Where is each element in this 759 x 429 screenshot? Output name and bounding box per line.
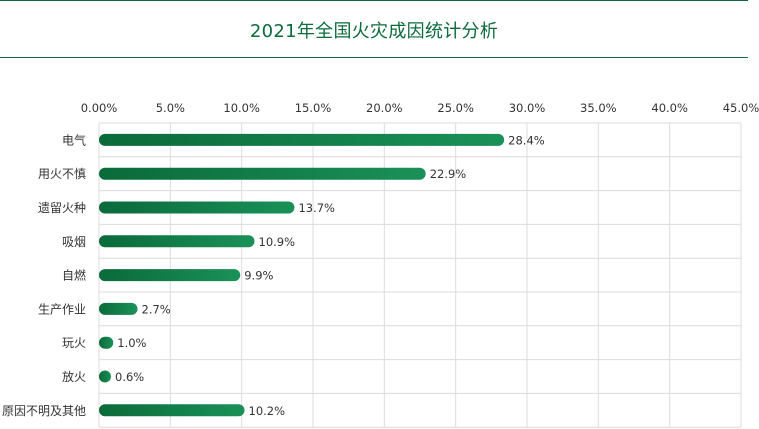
data-label: 1.0%: [117, 336, 146, 350]
data-label: 9.9%: [244, 269, 273, 283]
header-top-rule: [0, 0, 748, 1]
gridlines: [98, 122, 742, 428]
data-label: 10.9%: [259, 235, 296, 249]
x-tick-label: 10.0%: [223, 101, 260, 115]
bar: [99, 302, 138, 315]
x-tick-label: 35.0%: [580, 101, 617, 115]
category-label: 玩火: [62, 336, 86, 350]
x-tick-label: 30.0%: [509, 101, 546, 115]
bar: [99, 336, 114, 349]
category-label: 用火不慎: [38, 167, 86, 181]
x-axis-ticks: 0.00% 5.0% 10.0% 15.0% 20.0% 25.0% 30.0% 35.0% 4…: [81, 101, 759, 115]
bar: [99, 269, 241, 282]
x-tick-label: 20.0%: [366, 101, 403, 115]
x-tick-label: 40.0%: [651, 101, 688, 115]
category-label: 电气: [62, 132, 86, 147]
data-label: 0.6%: [115, 370, 144, 384]
bar: [99, 133, 505, 146]
data-label: 28.4%: [508, 133, 545, 147]
bar: [99, 235, 255, 248]
chart-header: 2021年全国火灾成因统计分析: [0, 0, 759, 60]
category-label: 原因不明及其他: [2, 404, 86, 418]
x-tick-label: 15.0%: [295, 101, 332, 115]
bar: [99, 201, 295, 214]
category-label: 吸烟: [62, 235, 86, 249]
category-label: 生产作业: [38, 302, 86, 316]
category-label: 放火: [62, 369, 86, 384]
bar: [99, 404, 245, 417]
x-tick-label: 5.0%: [156, 101, 185, 115]
data-label: 22.9%: [430, 167, 467, 181]
x-tick-label: 25.0%: [437, 101, 474, 115]
bar: [99, 370, 111, 383]
x-tick-label: 0.00%: [81, 101, 118, 115]
data-label: 2.7%: [142, 302, 171, 316]
x-tick-label: 45.0%: [723, 101, 759, 115]
data-labels: 28.4% 22.9% 13.7% 10.9% 9.9% 2.7% 1.0% 0.6% 10.2…: [115, 133, 545, 417]
bars: [99, 133, 505, 417]
data-label: 10.2%: [249, 404, 286, 418]
header-bottom-rule: [0, 57, 748, 58]
category-label: 遗留火种: [38, 201, 86, 215]
data-label: 13.7%: [298, 201, 335, 215]
category-label: 自燃: [62, 268, 86, 283]
bar: [99, 167, 426, 180]
chart-title: 2021年全国火灾成因统计分析: [249, 21, 499, 42]
